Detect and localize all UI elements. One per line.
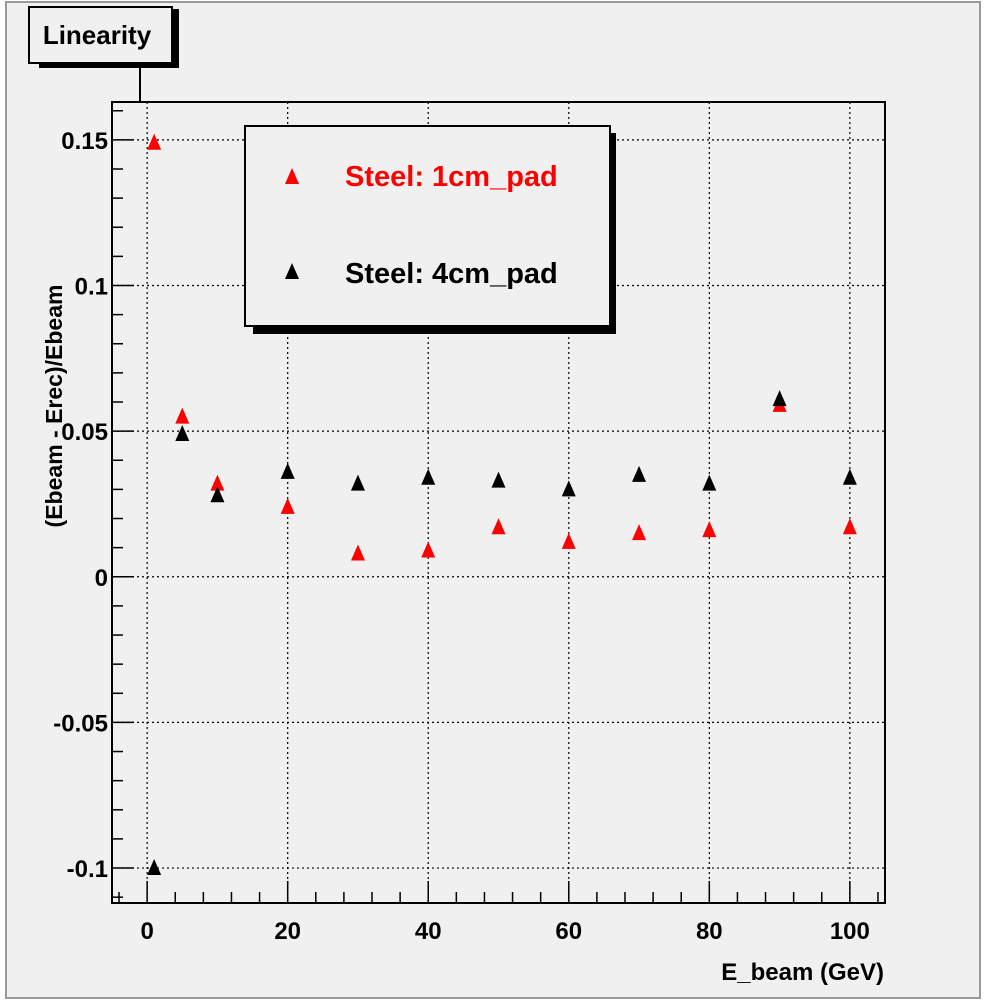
point-steel-4cm-pad-20 — [280, 462, 295, 479]
point-steel-1cm-pad-20 — [280, 497, 295, 514]
legend-marker-steel-1cm-pad — [285, 168, 299, 184]
point-steel-1cm-pad-50 — [491, 518, 506, 535]
point-steel-1cm-pad-60 — [561, 532, 576, 549]
point-steel-1cm-pad-30 — [350, 544, 365, 561]
point-steel-4cm-pad-70 — [632, 465, 647, 482]
point-steel-4cm-pad-5 — [175, 425, 190, 442]
point-steel-4cm-pad-1 — [147, 859, 162, 876]
y-tick-label-0-05: 0.05 — [61, 419, 108, 446]
y-tick-label-0-1: -0.1 — [67, 856, 108, 883]
point-steel-1cm-pad-100 — [842, 518, 857, 535]
point-steel-4cm-pad-40 — [421, 468, 436, 485]
point-steel-4cm-pad-80 — [702, 474, 717, 491]
legend-marker-steel-4cm-pad — [285, 263, 299, 279]
x-tick-label-60: 60 — [555, 918, 582, 945]
point-steel-1cm-pad-1 — [147, 133, 162, 150]
point-steel-1cm-pad-70 — [632, 524, 647, 541]
x-tick-label-100: 100 — [830, 918, 870, 945]
x-tick-label-20: 20 — [274, 918, 301, 945]
chart-title: Linearity — [43, 20, 152, 50]
point-steel-1cm-pad-80 — [702, 521, 717, 538]
title-box: Linearity — [28, 6, 179, 102]
x-tick-label-40: 40 — [415, 918, 442, 945]
x-tick-label-80: 80 — [696, 918, 723, 945]
point-steel-4cm-pad-30 — [350, 474, 365, 491]
legend-label-steel-4cm-pad: Steel: 4cm_pad — [345, 258, 558, 290]
y-tick-label-0-15: 0.15 — [61, 128, 108, 155]
point-steel-1cm-pad-40 — [421, 541, 436, 558]
point-steel-4cm-pad-10 — [210, 486, 225, 503]
legend: Steel: 1cm_pad Steel: 4cm_pad — [244, 125, 616, 334]
data-points — [147, 133, 857, 876]
point-steel-4cm-pad-100 — [842, 468, 857, 485]
x-axis-label: E_beam (GeV) — [721, 959, 884, 986]
point-steel-4cm-pad-50 — [491, 471, 506, 488]
point-steel-4cm-pad-90 — [772, 390, 787, 407]
y-axis-label: (Ebeam - Erec)/Ebeam — [41, 285, 67, 528]
y-tick-label-0-1: 0.1 — [75, 274, 108, 301]
y-tick-label-0-05: -0.05 — [53, 710, 108, 737]
point-steel-1cm-pad-10 — [210, 474, 225, 491]
x-tick-label-0: 0 — [140, 918, 153, 945]
legend-label-steel-1cm-pad: Steel: 1cm_pad — [345, 161, 558, 193]
axes: 0 20 40 60 80 100 -0.1 -0.05 0 0.05 0.1 0.15 — [53, 109, 879, 945]
y-tick-label-0: 0 — [95, 565, 108, 592]
point-steel-1cm-pad-5 — [175, 407, 190, 424]
plot-frame — [111, 101, 886, 904]
point-steel-4cm-pad-60 — [561, 480, 576, 497]
